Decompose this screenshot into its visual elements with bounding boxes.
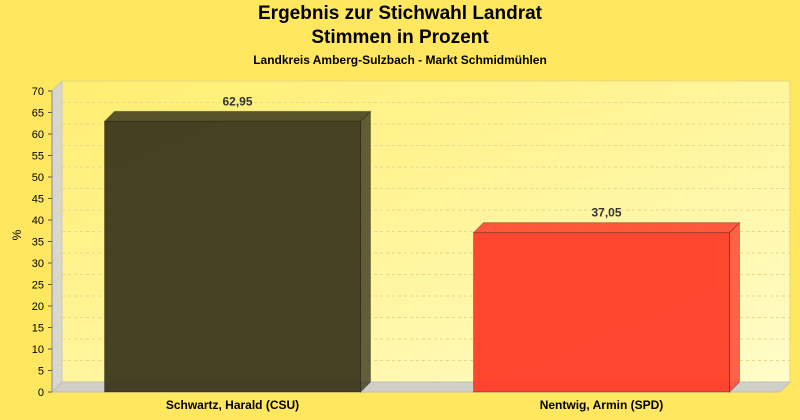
y-tick-label: 20 [32,301,44,313]
y-tick-label: 15 [32,323,44,335]
bar-front [473,232,730,393]
x-category-label: Nentwig, Armin (SPD) [540,398,664,412]
bar-side [360,110,371,394]
bar-value-label: 62,95 [222,94,252,108]
chart-title-line2: Stimmen in Prozent [311,27,489,48]
bar-top [103,110,372,122]
y-tick-label: 30 [32,258,44,270]
y-axis: 0 5 10 15 20 25 30 35 40 45 50 55 60 65 70% [10,86,53,399]
y-tick-label: 65 [32,108,44,120]
chart-title: Ergebnis zur Stichwahl Landrat [258,3,542,24]
plot-side-wall [51,79,63,394]
y-tick-label: 40 [32,215,44,227]
bar-front [104,120,361,393]
bar [472,221,741,394]
bar-top [472,222,741,234]
y-tick-label: 0 [38,387,44,399]
y-tick-label: 70 [32,86,44,98]
y-tick-label: 55 [32,151,44,163]
y-tick-label: 25 [32,280,44,292]
y-tick-label: 5 [38,366,44,378]
bar-side [729,221,740,394]
y-tick-label: 10 [32,344,44,356]
x-category-label: Schwartz, Harald (CSU) [166,398,299,412]
y-axis-label: % [10,229,24,240]
y-tick-label: 35 [32,237,44,249]
y-tick-label: 60 [32,129,44,141]
bar-value-label: 37,05 [591,206,621,220]
bar [103,110,372,394]
y-tick-label: 45 [32,194,44,206]
labels: 62,95 Schwartz, Harald (CSU) 37,05 Nentwig,… [166,94,663,412]
chart-subtitle: Landkreis Amberg-Sulzbach - Markt Schmid… [253,53,547,67]
y-tick-label: 50 [32,172,44,184]
bars [103,110,741,394]
